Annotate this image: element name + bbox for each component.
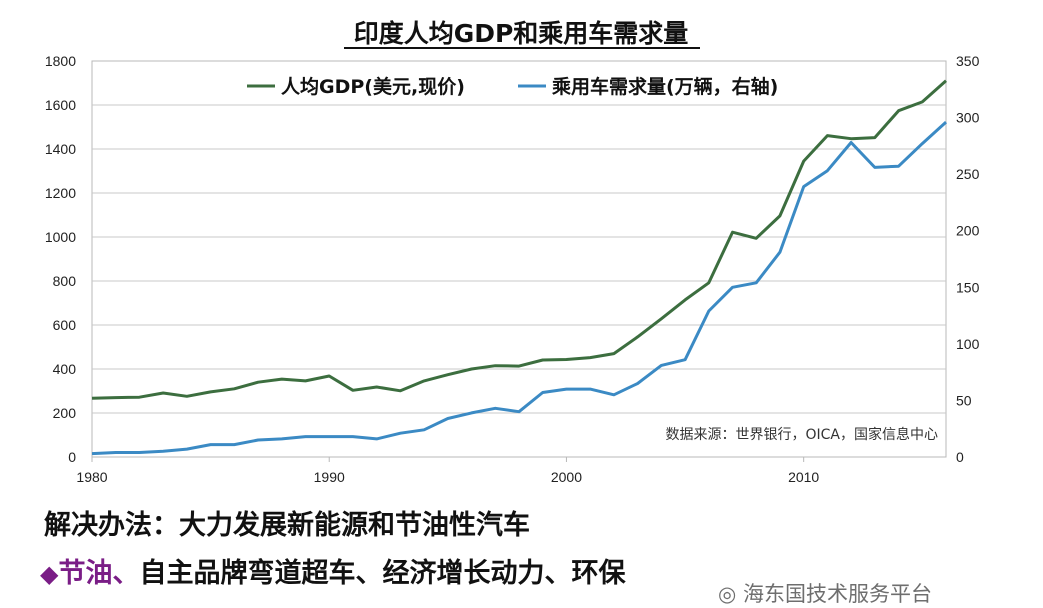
y-right-tick-label: 100 [956, 336, 980, 352]
y-right-tick-label: 250 [956, 166, 980, 182]
series-line-gdp-per-capita [91, 79, 947, 400]
solution-text: 解决办法：大力发展新能源和节油性汽车 [44, 510, 530, 541]
y-left-tick-label: 600 [53, 317, 77, 333]
x-tick-label: 2010 [788, 469, 819, 485]
x-tick-label: 2000 [551, 469, 582, 485]
y-left-tick-label: 1000 [45, 229, 76, 245]
y-right-tick-label: 150 [956, 279, 980, 295]
legend-label: 乘用车需求量(万辆，右轴) [551, 75, 778, 98]
x-tick-label: 1990 [314, 469, 345, 485]
y-left-tick-label: 1400 [45, 141, 76, 157]
diamond-bullet-icon: ◆ [40, 560, 59, 588]
chart-area: 印度人均GDP和乘用车需求量 0 200 400 600 800 1000 1200 1400 1… [45, 19, 980, 485]
x-tick-label: 1980 [76, 469, 107, 485]
y-right-tick-label: 0 [956, 449, 964, 465]
y-left-tick-label: 1600 [45, 97, 76, 113]
chart-title: 印度人均GDP和乘用车需求量 [354, 19, 689, 48]
plot-frame [91, 60, 947, 458]
watermark: ◎ 海东国技术服务平台 [718, 578, 932, 608]
y-right-tick-label: 350 [956, 53, 980, 69]
y-right-tick-label: 50 [956, 392, 972, 408]
legend-label: 人均GDP(美元,现价) [281, 75, 465, 98]
line-chart: 印度人均GDP和乘用车需求量02004006008001000120014001… [45, 19, 980, 485]
source-note: 数据来源：世界银行，OICA，国家信息中心 [666, 426, 939, 443]
y-left-tick-label: 200 [53, 405, 77, 421]
y-left-tick-label: 800 [53, 273, 77, 289]
tags-text: 自主品牌弯道超车、经济增长动力、环保 [139, 558, 626, 589]
tags-line: ◆节油、自主品牌弯道超车、经济增长动力、环保 [40, 551, 625, 590]
y-left-tick-label: 1800 [45, 53, 76, 69]
y-left-tick-label: 1200 [45, 185, 76, 201]
y-right-tick-label: 300 [956, 110, 980, 126]
series-line-car-demand [91, 120, 948, 456]
y-right-tick-label: 200 [956, 223, 980, 239]
y-left-tick-label: 400 [53, 361, 77, 377]
wechat-icon: ◎ [718, 582, 743, 606]
watermark-text: 海东国技术服务平台 [743, 582, 932, 606]
highlight-text: 节油、 [58, 558, 140, 589]
y-left-tick-label: 0 [68, 449, 76, 465]
